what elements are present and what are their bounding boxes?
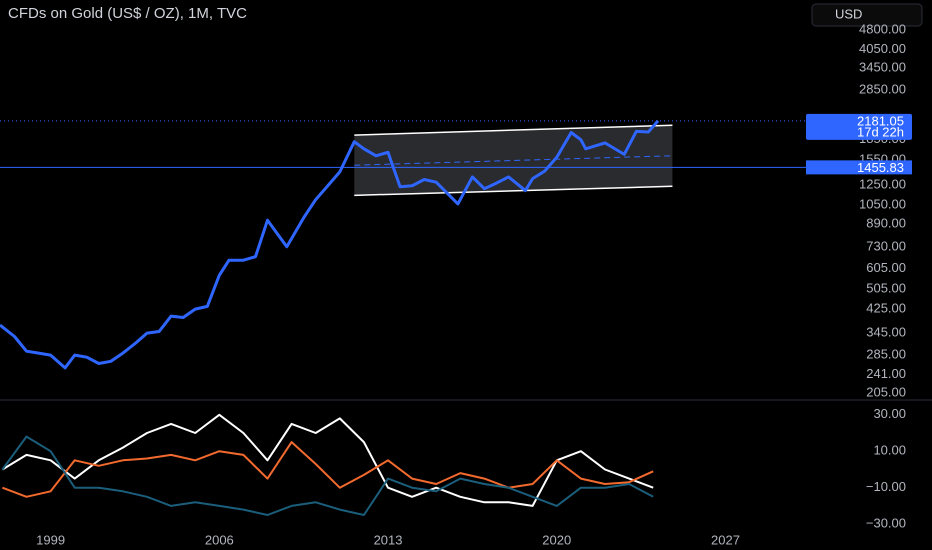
channel-fill — [354, 125, 673, 196]
y-tick-label: 1250.00 — [859, 176, 906, 191]
chart-title: CFDs on Gold (US$ / OZ), 1M, TVC — [8, 5, 247, 22]
y-tick-label: 2850.00 — [859, 81, 906, 96]
y-tick-label: 4800.00 — [859, 21, 906, 36]
y-tick-label: 345.00 — [866, 325, 906, 340]
x-tick-label: 2013 — [374, 532, 403, 547]
y-tick-label: 730.00 — [866, 238, 906, 253]
price-badge — [806, 160, 912, 175]
series-line — [2, 441, 654, 498]
y-tick-label: 10.00 — [873, 443, 906, 458]
series-line — [1, 413, 654, 507]
y-tick-label: 505.00 — [866, 281, 906, 296]
channel-mid — [354, 155, 673, 166]
y-tick-label: 205.00 — [866, 384, 906, 399]
y-tick-label: −10.00 — [866, 479, 906, 494]
x-tick-label: 2027 — [711, 532, 740, 547]
last-price-badge — [806, 113, 912, 140]
y-tick-label: 1050.00 — [859, 196, 906, 211]
currency-button[interactable] — [811, 3, 923, 27]
series-line — [0, 119, 660, 370]
x-tick-label: 2020 — [542, 532, 571, 547]
y-tick-label: 605.00 — [866, 260, 906, 275]
y-tick-label: 890.00 — [866, 215, 906, 230]
countdown-label: 17d 22h — [857, 124, 904, 139]
y-tick-label: −30.00 — [866, 516, 906, 531]
y-tick-label: 285.00 — [866, 347, 906, 362]
y-tick-label: 3450.00 — [859, 59, 906, 74]
y-tick-label: 4050.00 — [859, 41, 906, 56]
x-tick-label: 1999 — [36, 532, 65, 547]
x-tick-label: 2006 — [205, 532, 234, 547]
channel-lower — [354, 185, 673, 197]
y-tick-label: 30.00 — [873, 406, 906, 421]
channel-upper — [354, 124, 673, 136]
y-tick-label: 241.00 — [866, 366, 906, 381]
y-tick-label: 425.00 — [866, 301, 906, 316]
series-line — [1, 435, 654, 516]
price-badge-label: 1455.83 — [857, 160, 904, 175]
last-price-label: 2181.05 — [857, 113, 904, 128]
currency-label[interactable]: USD — [835, 6, 862, 21]
